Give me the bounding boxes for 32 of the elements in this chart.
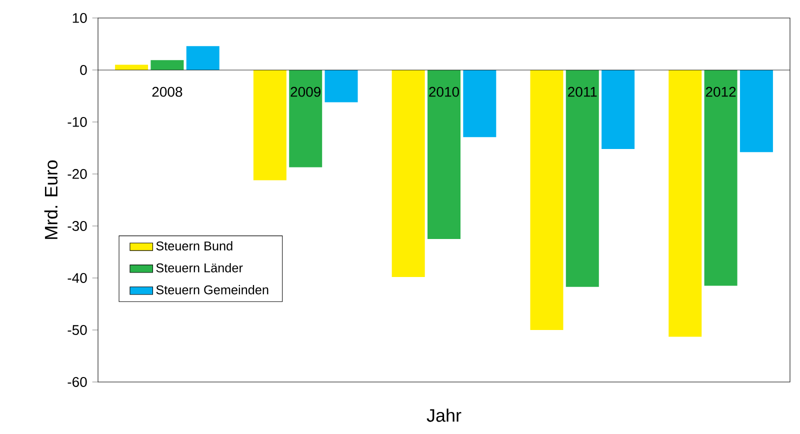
- bar: [150, 60, 184, 70]
- bar: [704, 70, 738, 286]
- y-axis-title: Mrd. Euro: [44, 160, 58, 239]
- bar: [602, 70, 635, 150]
- bar: [668, 70, 702, 337]
- x-tick-label: 2012: [706, 86, 736, 97]
- legend-label: Steuern Gemeinden: [156, 285, 268, 294]
- y-tick-label: -60: [68, 377, 87, 387]
- x-tick-label: 2008: [152, 86, 182, 97]
- y-tick-label: -40: [68, 273, 87, 283]
- y-tick-label: 10: [72, 13, 87, 23]
- x-axis-title: Jahr: [426, 408, 462, 422]
- x-tick-label: 2009: [290, 86, 320, 97]
- legend-label: Steuern Bund: [156, 241, 232, 250]
- x-tick-label: 2011: [568, 86, 597, 97]
- bar: [530, 70, 564, 330]
- y-tick-label: -20: [68, 169, 87, 179]
- bar: [289, 70, 322, 168]
- bar: [740, 70, 773, 152]
- legend-label: Steuern Länder: [156, 263, 243, 272]
- bar: [324, 70, 358, 102]
- x-tick-label: 2010: [429, 86, 460, 97]
- bar: [566, 70, 599, 287]
- y-tick-label: 0: [80, 65, 87, 75]
- bar: [463, 70, 496, 138]
- y-tick-label: -10: [68, 117, 87, 127]
- y-tick-label: -30: [68, 221, 87, 231]
- bar: [253, 70, 286, 180]
- bar: [392, 70, 425, 277]
- bar: [186, 46, 220, 70]
- y-tick-label: -50: [68, 325, 87, 335]
- bar: [428, 70, 460, 239]
